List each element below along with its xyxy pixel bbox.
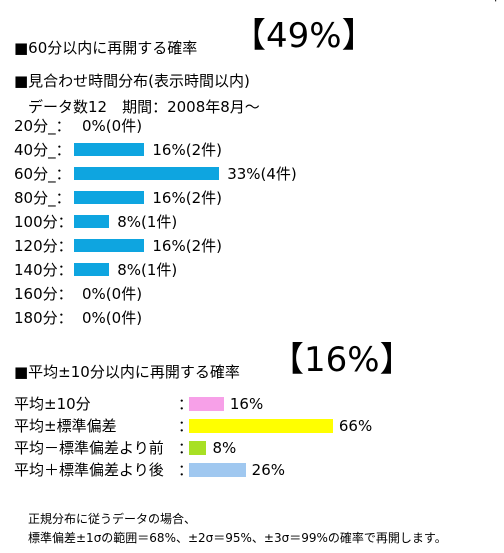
probability-bar [189,441,207,455]
distribution-bar [74,143,145,156]
distribution-category-label: 60分_： [14,165,71,183]
distribution-value-label: 33%(4件) [227,165,297,183]
probability-bar [189,419,333,433]
probability-category-label: 平均±10分 [14,395,91,413]
section1-big-value: 【49%】 [232,16,376,56]
distribution-bar [74,191,145,204]
distribution-bar [74,215,110,228]
distribution-category-label: 180分： [14,309,73,327]
distribution-bar [74,239,145,252]
probability-value-label: 26% [251,461,286,479]
section3-big-value: 【16%】 [270,340,414,380]
distribution-value-label: 0%(0件) [82,285,143,303]
corner-mark: ' [494,0,498,10]
probability-bar [189,463,246,477]
footnote-line1: 正規分布に従うデータの場合、 [28,512,197,526]
distribution-bar [74,263,110,276]
distribution-category-label: 80分_： [14,189,71,207]
distribution-value-label: 0%(0件) [82,309,143,327]
distribution-category-label: 160分： [14,285,73,303]
distribution-category-label: 100分： [14,213,73,231]
probability-value-label: 16% [229,395,264,413]
probability-value-label: 8% [212,439,237,457]
distribution-category-label: 140分： [14,261,73,279]
distribution-bar [74,167,220,180]
section3-title: ■平均±10分以内に再開する確率 [14,363,240,381]
distribution-value-label: 16%(2件) [152,189,222,207]
distribution-category-label: 120分： [14,237,73,255]
distribution-category-label: 20分_： [14,117,71,135]
section2-subtitle: データ数12 期間：2008年8月～ [28,98,260,116]
probability-bar [189,397,224,411]
distribution-category-label: 40分_： [14,141,71,159]
distribution-value-label: 0%(0件) [82,117,143,135]
probability-category-label: 平均＋標準偏差より後 [14,461,164,479]
probability-category-label: 平均±標準偏差 [14,417,117,435]
distribution-value-label: 16%(2件) [152,141,222,159]
distribution-value-label: 8%(1件) [117,261,178,279]
distribution-value-label: 8%(1件) [117,213,178,231]
distribution-value-label: 16%(2件) [152,237,222,255]
probability-category-label: 平均－標準偏差より前 [14,439,164,457]
section2-title: ■見合わせ時間分布(表示時間以内) [14,72,250,90]
section1-title: ■60分以内に再開する確率 [14,39,198,57]
probability-value-label: 66% [338,417,373,435]
footnote-line2: 標準偏差±1σの範囲＝68%、±2σ＝95%、±3σ＝99%の確率で再開します。 [28,531,447,545]
